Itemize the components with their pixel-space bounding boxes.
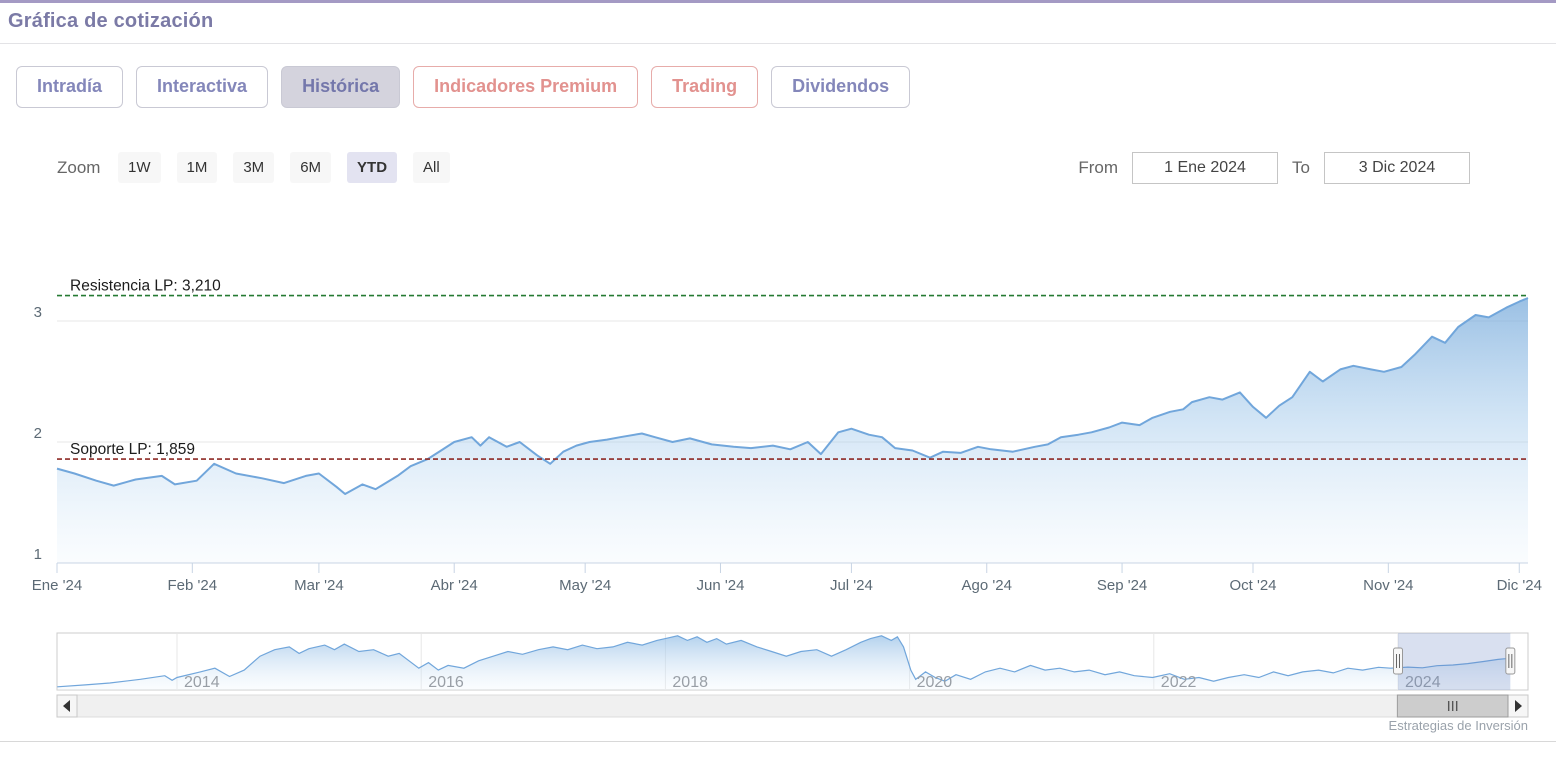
price-line-series — [56, 297, 1529, 495]
y-axis-label: 1 — [34, 546, 42, 563]
to-date-input[interactable] — [1324, 152, 1470, 184]
x-axis-label: Dic '24 — [1497, 577, 1542, 594]
navigator: 2014 2016 2018 2020 2022 2024 — [56, 632, 1529, 691]
tab-indicadores-premium[interactable]: Indicadores Premium — [413, 66, 639, 108]
x-axis-label: Abr '24 — [431, 577, 478, 594]
navigator-area-fill — [57, 635, 1511, 690]
from-label: From — [1078, 158, 1119, 177]
navigator-year-label: 2018 — [672, 674, 708, 691]
zoom-label: Zoom — [57, 158, 101, 177]
from-date-input[interactable] — [1132, 152, 1279, 184]
navigator-year-label: 2014 — [184, 674, 220, 691]
navigator-selected-mask[interactable] — [1398, 633, 1511, 690]
top-accent-bar — [0, 0, 1556, 3]
navigator-year-label: 2024 — [1405, 674, 1441, 691]
scrollbar-right-arrow[interactable] — [1507, 694, 1529, 718]
navigator-year-label: 2016 — [428, 674, 464, 691]
x-axis-label: Jul '24 — [830, 577, 873, 594]
y-axis-label: 3 — [34, 304, 42, 321]
tab-histórica[interactable]: Histórica — [281, 66, 401, 108]
zoom-buttons: 1W 1M 3M 6M YTD All — [118, 152, 450, 183]
navigator-year-label: 2022 — [1161, 674, 1197, 691]
navigator-year-label: 2020 — [917, 674, 953, 691]
chart-mode-tabs: Intradía Interactiva Histórica Indicadores … — [16, 66, 911, 108]
title-divider — [0, 43, 1556, 44]
tab-dividendos[interactable]: Dividendos — [771, 66, 911, 108]
zoom-button-1m[interactable]: 1M — [176, 152, 218, 183]
navigator-right-handle[interactable] — [1505, 647, 1516, 675]
x-axis-label: Feb '24 — [168, 577, 218, 594]
scrollbar-thumb[interactable] — [1396, 694, 1509, 718]
page-title: Gráfica de cotización — [8, 10, 214, 32]
x-axis-label: Jun '24 — [697, 577, 745, 594]
tab-trading[interactable]: Trading — [651, 66, 759, 108]
to-label: To — [1292, 158, 1310, 177]
x-axis-label: Mar '24 — [294, 577, 344, 594]
x-axis-label: Ago '24 — [962, 577, 1012, 594]
zoom-button-all[interactable]: All — [413, 152, 450, 183]
range-selector: Zoom 1W 1M 3M 6M YTD All From To — [0, 152, 1556, 184]
tab-interactiva[interactable]: Interactiva — [136, 66, 269, 108]
zoom-button-6m[interactable]: 6M — [290, 152, 332, 183]
scrollbar — [56, 694, 1529, 718]
scrollbar-left-arrow[interactable] — [56, 694, 78, 718]
price-area-fill — [57, 298, 1528, 563]
resistance-label: Resistencia LP: 3,210 — [70, 278, 221, 295]
zoom-button-3m[interactable]: 3M — [233, 152, 275, 183]
y-axis-label: 2 — [34, 425, 42, 442]
x-axis-label: Sep '24 — [1097, 577, 1147, 594]
chart-credit: Estrategias de Inversión — [1388, 718, 1528, 733]
x-axis-label: Nov '24 — [1363, 577, 1413, 594]
main-plot-area: 1 2 3 Resistencia LP: 3,210 Soporte LP: 1,85… — [32, 278, 1542, 594]
zoom-button-1w[interactable]: 1W — [118, 152, 161, 183]
x-axis-label: May '24 — [559, 577, 611, 594]
zoom-button-ytd: YTD — [347, 152, 398, 183]
bottom-divider — [0, 741, 1556, 742]
date-range-inputs: From To — [1078, 152, 1470, 184]
scrollbar-track[interactable] — [76, 694, 1509, 718]
x-axis-label: Ene '24 — [32, 577, 82, 594]
x-axis-label: Oct '24 — [1229, 577, 1276, 594]
tab-intradía[interactable]: Intradía — [16, 66, 124, 108]
navigator-left-handle[interactable] — [1393, 647, 1403, 675]
navigator-line-series — [57, 635, 1511, 688]
support-label: Soporte LP: 1,859 — [70, 441, 195, 458]
